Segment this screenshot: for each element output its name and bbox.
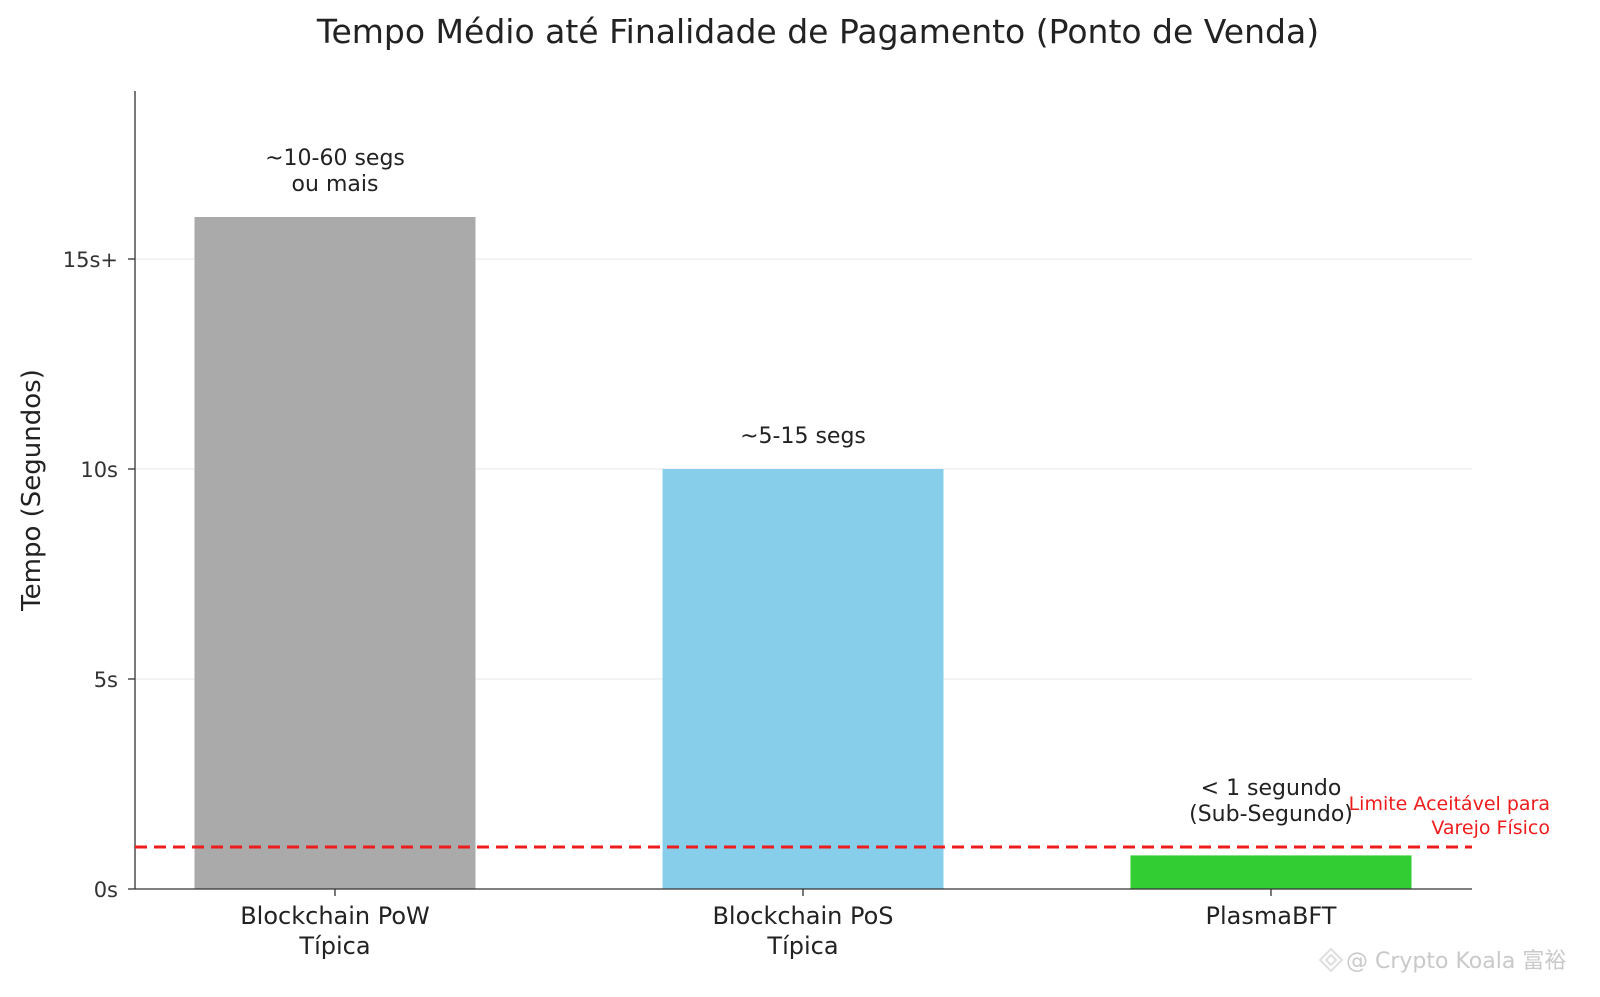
x-tick-label-0: Blockchain PoW Típica (240, 902, 430, 960)
y-axis-label: Tempo (Segundos) (17, 369, 47, 612)
bar-1 (662, 469, 944, 889)
reference-line-label: Limite Aceitável para Varejo Físico (1349, 793, 1550, 839)
watermark-text: @ Crypto Koala 富裕 (1346, 949, 1566, 974)
y-tick-label-2: 10s (80, 458, 118, 482)
chart-title: Tempo Médio até Finalidade de Pagamento … (316, 12, 1319, 51)
bars (194, 217, 1412, 889)
x-tick-label-2: PlasmaBFT (1206, 902, 1337, 930)
bar-2 (1130, 855, 1412, 889)
watermark: @ Crypto Koala 富裕 (1318, 947, 1566, 974)
y-tick-label-0: 0s (94, 878, 118, 902)
watermark-logo-icon (1318, 947, 1344, 973)
labels: Blockchain PoW Típica Blockchain PoS Típica… (240, 146, 1353, 960)
data-label-1: ~5-15 segs (740, 424, 866, 449)
data-label-2: < 1 segundo (Sub-Segundo) (1189, 776, 1353, 827)
y-tick-label-1: 5s (94, 668, 118, 692)
y-tick-label-3: 15s+ (63, 248, 118, 272)
reference-line-group: Limite Aceitável para Varejo Físico (135, 793, 1550, 849)
x-tick-label-1: Blockchain PoS Típica (712, 902, 893, 960)
data-label-0: ~10-60 segs ou mais (265, 146, 405, 197)
bar-0 (194, 217, 476, 889)
axes: 0s 5s 10s 15s+ (63, 91, 1472, 902)
